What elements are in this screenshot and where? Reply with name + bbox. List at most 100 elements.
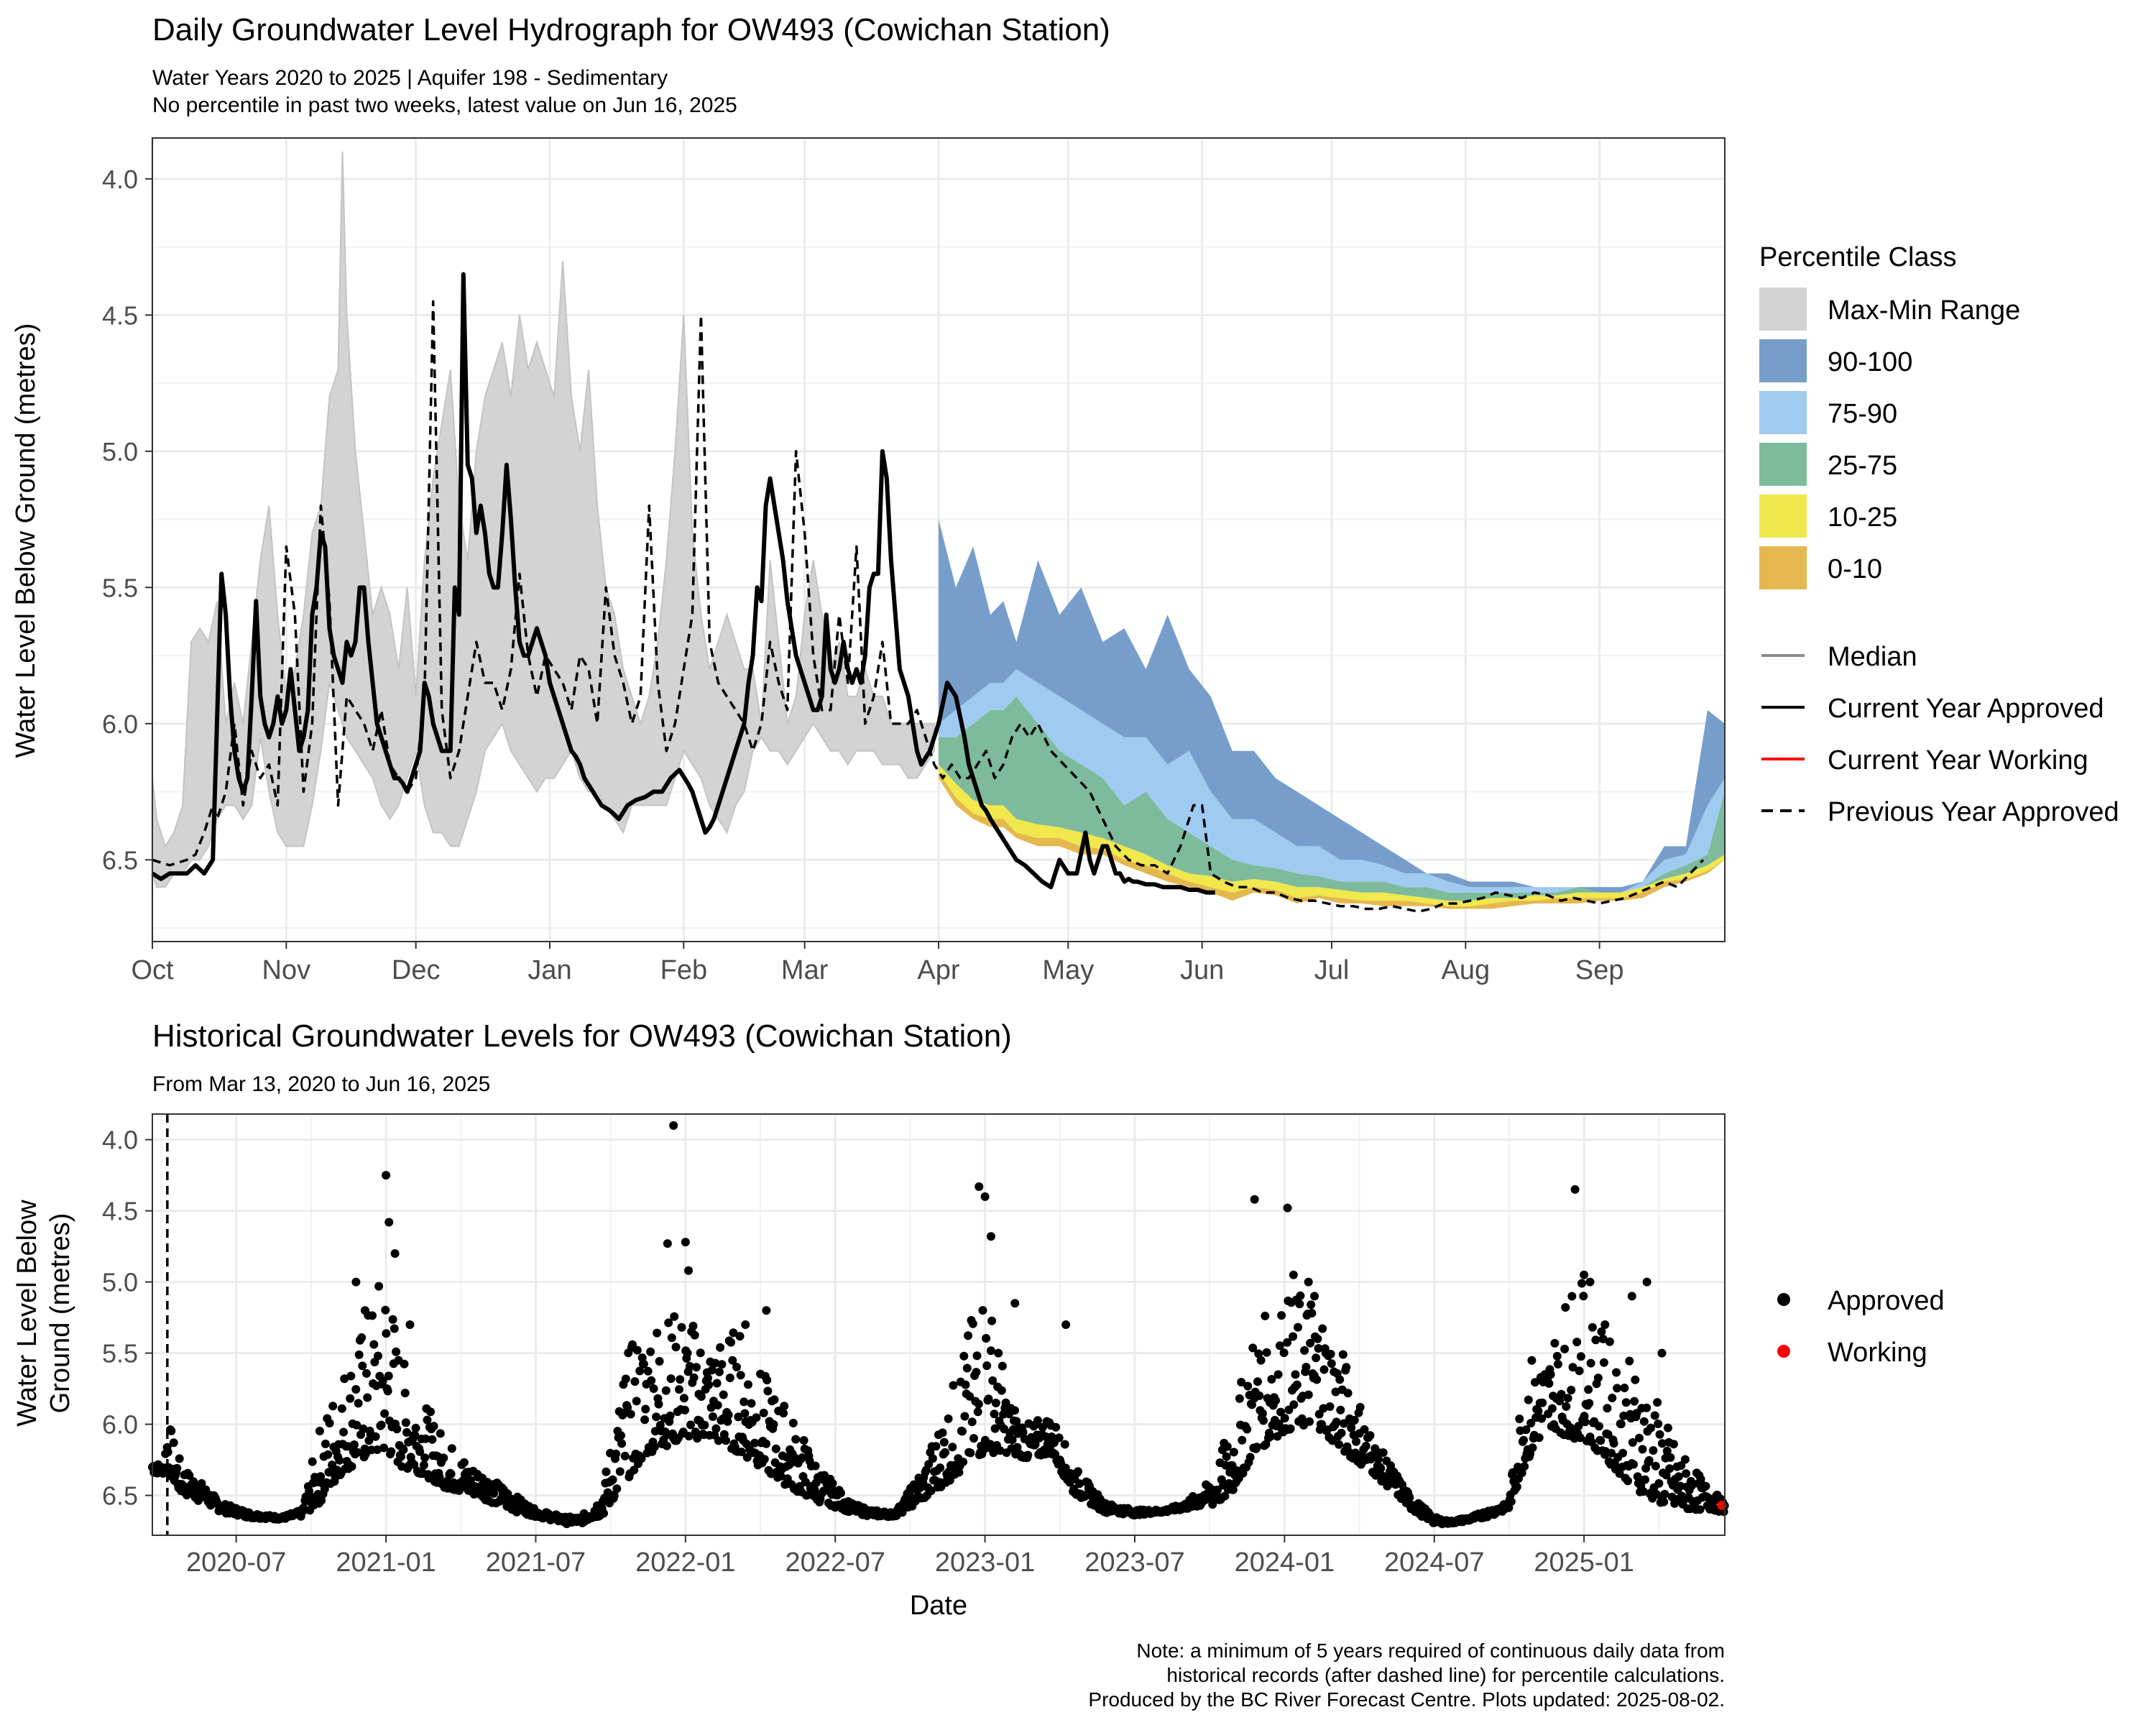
approved-point xyxy=(665,1411,675,1420)
approved-point xyxy=(959,1351,969,1361)
approved-point xyxy=(1506,1497,1516,1506)
approved-point xyxy=(662,1441,671,1450)
approved-point xyxy=(965,1392,975,1401)
approved-point xyxy=(1267,1375,1276,1384)
approved-point xyxy=(397,1452,405,1461)
approved-point xyxy=(371,1432,380,1441)
bottom-plot-border xyxy=(152,1113,1726,1536)
approved-point xyxy=(1654,1478,1664,1488)
approved-point xyxy=(941,1448,949,1457)
approved-point xyxy=(1682,1469,1690,1478)
approved-point xyxy=(669,1121,678,1130)
approved-point xyxy=(707,1366,717,1375)
approved-point xyxy=(711,1358,720,1368)
approved-point xyxy=(1613,1384,1622,1393)
approved-point xyxy=(984,1394,993,1404)
approved-point xyxy=(1012,1417,1021,1426)
bottom-y-axis-label-2: Ground (metres) xyxy=(45,1213,75,1414)
approved-point xyxy=(1289,1270,1298,1279)
approved-point xyxy=(609,1491,619,1500)
approved-point xyxy=(1526,1419,1536,1427)
approved-point xyxy=(1280,1414,1289,1423)
approved-point xyxy=(1297,1414,1307,1423)
approved-point xyxy=(997,1386,1006,1395)
approved-point xyxy=(354,1350,364,1359)
approved-point xyxy=(420,1453,430,1463)
approved-point xyxy=(1576,1352,1585,1361)
approved-point xyxy=(399,1445,408,1454)
approved-point xyxy=(985,1440,995,1449)
approved-point xyxy=(1585,1399,1594,1408)
approved-point xyxy=(926,1486,936,1496)
approved-point xyxy=(776,1471,786,1481)
approved-point xyxy=(692,1363,701,1372)
band-75-90 xyxy=(939,669,1725,893)
approved-point xyxy=(436,1429,445,1438)
approved-point xyxy=(1266,1432,1276,1441)
approved-point xyxy=(980,1192,990,1201)
approved-point xyxy=(435,1473,444,1482)
approved-point xyxy=(974,1399,983,1409)
approved-point xyxy=(381,1305,390,1315)
bottom-y-tick-label: 6.0 xyxy=(102,1410,138,1440)
approved-point xyxy=(320,1484,329,1494)
approved-point xyxy=(630,1466,639,1475)
approved-point xyxy=(994,1348,1003,1358)
approved-point xyxy=(828,1478,837,1488)
top-x-tick-label: Oct xyxy=(131,955,174,985)
approved-point xyxy=(1312,1375,1322,1384)
approved-point xyxy=(1568,1363,1577,1372)
approved-point xyxy=(1534,1433,1544,1443)
approved-point xyxy=(1294,1322,1302,1332)
approved-point xyxy=(459,1458,469,1467)
approved-point xyxy=(661,1386,671,1395)
approved-point xyxy=(939,1438,949,1447)
approved-point xyxy=(447,1444,456,1453)
bottom-x-tick-label: 2022-01 xyxy=(635,1547,735,1578)
approved-point xyxy=(1625,1356,1634,1366)
approved-point xyxy=(172,1463,182,1473)
approved-point xyxy=(1275,1341,1284,1351)
approved-point xyxy=(770,1395,779,1404)
approved-point xyxy=(799,1436,808,1445)
approved-point xyxy=(1591,1335,1600,1345)
approved-point xyxy=(446,1469,456,1478)
approved-point xyxy=(1254,1349,1263,1358)
approved-point xyxy=(752,1413,761,1422)
approved-point xyxy=(1660,1489,1669,1499)
approved-point xyxy=(690,1330,699,1340)
approved-point xyxy=(1659,1497,1669,1506)
approved-point xyxy=(811,1461,820,1471)
top-y-tick-label: 4.5 xyxy=(102,300,138,330)
approved-point xyxy=(723,1417,732,1426)
approved-point xyxy=(973,1407,982,1417)
approved-point xyxy=(388,1315,397,1324)
legend-dot-approved xyxy=(1777,1293,1790,1306)
approved-point xyxy=(640,1415,650,1425)
top-x-tick-label: Aug xyxy=(1442,955,1491,985)
approved-point xyxy=(1405,1493,1414,1502)
approved-point xyxy=(419,1460,428,1470)
approved-point xyxy=(1304,1277,1313,1287)
approved-point xyxy=(771,1444,780,1453)
approved-point xyxy=(197,1478,206,1488)
approved-point xyxy=(382,1171,391,1180)
approved-point xyxy=(1075,1479,1084,1489)
approved-point xyxy=(972,1351,982,1361)
approved-point xyxy=(1314,1344,1323,1353)
approved-point xyxy=(615,1467,625,1476)
approved-point xyxy=(410,1460,419,1469)
approved-point xyxy=(1580,1270,1589,1279)
legend-title: Percentile Class xyxy=(1759,242,1957,272)
approved-point xyxy=(717,1360,727,1369)
approved-point xyxy=(1579,1292,1588,1301)
approved-point xyxy=(1588,1322,1597,1332)
legend-label-current-working: Current Year Working xyxy=(1828,745,2088,776)
approved-point xyxy=(1597,1327,1606,1336)
top-x-tick-label: Mar xyxy=(781,955,829,985)
approved-point xyxy=(1255,1391,1264,1400)
approved-point xyxy=(1229,1448,1238,1457)
approved-point xyxy=(685,1361,694,1371)
approved-point xyxy=(415,1447,425,1456)
approved-point xyxy=(686,1420,695,1430)
